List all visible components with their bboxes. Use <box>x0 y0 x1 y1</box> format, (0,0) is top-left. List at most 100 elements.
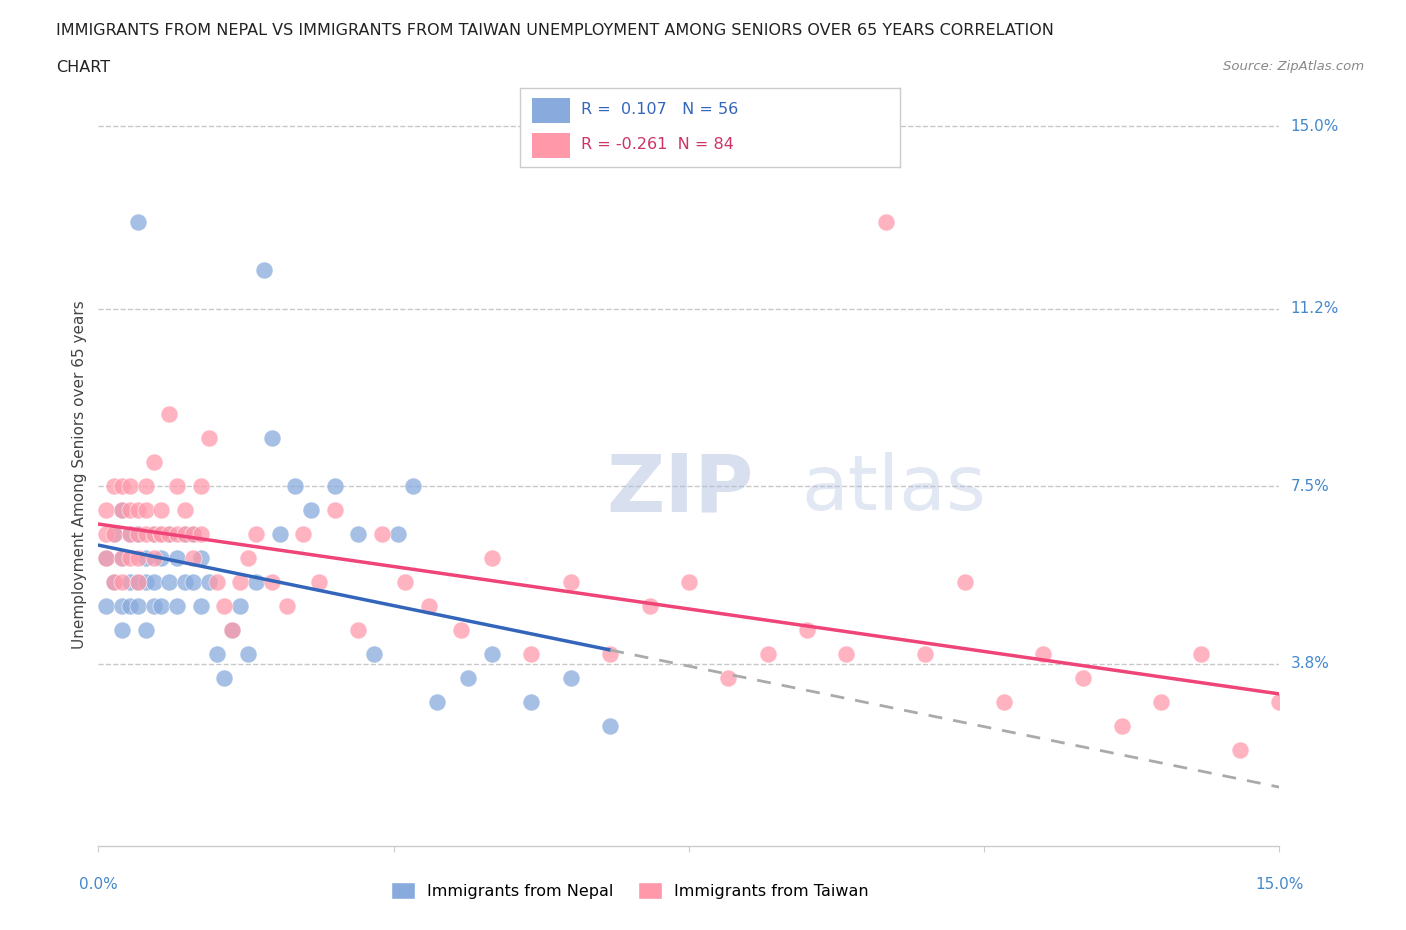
Point <box>127 599 149 614</box>
Point <box>127 527 149 542</box>
Point <box>717 671 740 685</box>
Point <box>135 503 157 518</box>
Point <box>520 695 543 710</box>
Point <box>142 455 165 470</box>
Text: CHART: CHART <box>56 60 110 75</box>
Point <box>1032 647 1054 662</box>
Point <box>599 719 621 734</box>
Point <box>520 647 543 662</box>
Text: 7.5%: 7.5% <box>1291 479 1329 494</box>
Point <box>236 551 259 565</box>
Point <box>796 623 818 638</box>
Point <box>387 527 409 542</box>
Point <box>157 527 180 542</box>
Point <box>481 647 503 662</box>
Point <box>426 695 449 710</box>
Point <box>118 503 141 518</box>
Point <box>127 215 149 230</box>
Text: Source: ZipAtlas.com: Source: ZipAtlas.com <box>1223 60 1364 73</box>
Legend: Immigrants from Nepal, Immigrants from Taiwan: Immigrants from Nepal, Immigrants from T… <box>384 876 876 905</box>
Point <box>457 671 479 685</box>
Point <box>142 575 165 590</box>
Text: atlas: atlas <box>801 452 986 526</box>
Bar <box>531 98 569 123</box>
Point <box>371 527 394 542</box>
Point <box>174 503 197 518</box>
Point <box>197 431 219 445</box>
Point <box>347 623 370 638</box>
Text: 11.2%: 11.2% <box>1291 301 1339 316</box>
Point <box>111 551 134 565</box>
Point <box>96 599 118 614</box>
Point <box>111 575 134 590</box>
Point <box>214 671 236 685</box>
Point <box>181 527 204 542</box>
Point <box>181 527 204 542</box>
Text: 15.0%: 15.0% <box>1256 877 1303 892</box>
Point <box>993 695 1015 710</box>
Point <box>150 527 173 542</box>
Point <box>166 479 188 494</box>
Point <box>150 503 173 518</box>
Point <box>756 647 779 662</box>
Point <box>638 599 661 614</box>
Point <box>118 599 141 614</box>
Point <box>260 431 283 445</box>
Point <box>103 527 125 542</box>
Point <box>914 647 936 662</box>
Text: 0.0%: 0.0% <box>79 877 118 892</box>
Point <box>96 527 118 542</box>
Point <box>269 527 291 542</box>
Point <box>150 551 173 565</box>
Text: ZIP: ZIP <box>606 450 754 528</box>
Point <box>127 551 149 565</box>
Point <box>135 479 157 494</box>
Point <box>221 623 243 638</box>
Point <box>1268 695 1291 710</box>
Point <box>96 551 118 565</box>
Point <box>205 647 228 662</box>
Point <box>96 551 118 565</box>
Point <box>157 527 180 542</box>
Point <box>1150 695 1173 710</box>
Point <box>111 503 134 518</box>
Point <box>174 527 197 542</box>
Point <box>1111 719 1133 734</box>
Point <box>245 527 267 542</box>
Point <box>229 575 252 590</box>
Point <box>394 575 416 590</box>
Point <box>166 599 188 614</box>
Point <box>323 503 346 518</box>
Point <box>402 479 425 494</box>
Point <box>1229 743 1251 758</box>
Point <box>323 479 346 494</box>
Point <box>135 575 157 590</box>
Point <box>214 599 236 614</box>
Point <box>174 575 197 590</box>
Point <box>221 623 243 638</box>
Point <box>1386 695 1406 710</box>
Point <box>1071 671 1094 685</box>
Point <box>599 647 621 662</box>
Point <box>166 527 188 542</box>
Text: R =  0.107   N = 56: R = 0.107 N = 56 <box>581 102 738 117</box>
Point <box>118 527 141 542</box>
Point <box>118 575 141 590</box>
Point <box>111 599 134 614</box>
Point <box>953 575 976 590</box>
Point <box>292 527 315 542</box>
Point <box>260 575 283 590</box>
Point <box>111 503 134 518</box>
Point <box>111 551 134 565</box>
Point <box>190 479 212 494</box>
Point <box>103 527 125 542</box>
Point <box>197 575 219 590</box>
Point <box>450 623 472 638</box>
Point <box>678 575 700 590</box>
Point <box>174 527 197 542</box>
Point <box>1189 647 1212 662</box>
Point <box>142 527 165 542</box>
Point <box>560 671 582 685</box>
Point <box>276 599 298 614</box>
Point <box>157 575 180 590</box>
